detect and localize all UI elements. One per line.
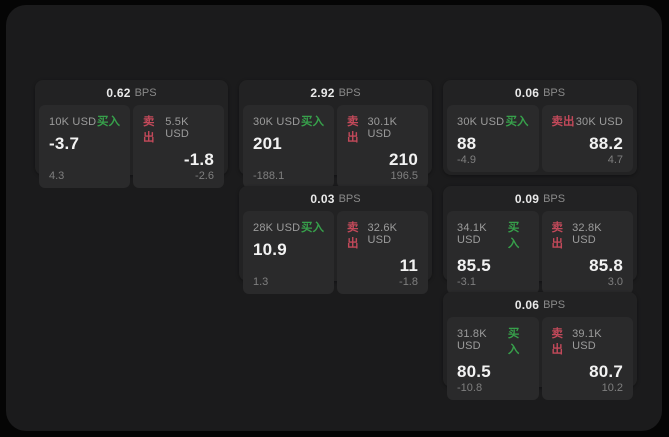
sell-change: 196.5 xyxy=(390,170,418,182)
buy-price: 88 xyxy=(457,134,477,153)
buy-amount: 34.1K USD xyxy=(457,222,487,246)
quote-card: 0.03 BPS 28K USD 买入 10.9 1.3 卖出 32.6K US… xyxy=(239,186,432,294)
sell-change: 4.7 xyxy=(607,154,623,166)
bps-header: 2.92 BPS xyxy=(239,80,432,105)
sell-price: 88.2 xyxy=(589,134,623,153)
buy-change: 1.3 xyxy=(253,276,269,288)
bps-unit-label: BPS xyxy=(134,86,157,99)
buy-label: 买入 xyxy=(507,328,520,356)
bps-value: 0.06 xyxy=(514,85,540,100)
bps-value: 0.03 xyxy=(310,191,335,206)
sell-price: 210 xyxy=(389,150,418,169)
quote-card: 2.92 BPS 30K USD 买入 201 -188.1 卖出 30.1K … xyxy=(239,80,432,188)
sell-panel[interactable]: 卖出 5.5K USD -1.8 -2.6 xyxy=(133,105,224,188)
sell-panel[interactable]: 卖出 32.8K USD 85.8 3.0 xyxy=(541,211,633,294)
sell-price: 80.7 xyxy=(589,362,623,381)
buy-price: 10.9 xyxy=(253,240,287,259)
bps-value: 0.62 xyxy=(106,85,131,100)
bps-value: 2.92 xyxy=(310,85,335,100)
buy-panel[interactable]: 34.1K USD 买入 85.5 -3.1 xyxy=(447,211,539,294)
sell-panel[interactable]: 卖出 30.1K USD 210 196.5 xyxy=(337,105,428,188)
sell-amount: 39.1K USD xyxy=(572,328,602,352)
buy-panel[interactable]: 28K USD 买入 10.9 1.3 xyxy=(243,211,334,294)
buy-price: 201 xyxy=(253,134,282,153)
sell-price: -1.8 xyxy=(183,150,214,169)
buy-amount: 31.8K USD xyxy=(457,328,487,352)
bps-header: 0.09 BPS xyxy=(443,186,637,211)
buy-panel[interactable]: 10K USD 买入 -3.7 4.3 xyxy=(39,105,130,188)
buy-change: -3.1 xyxy=(457,276,476,288)
quote-card: 0.62 BPS 10K USD 买入 -3.7 4.3 卖出 5.5K USD xyxy=(35,80,228,188)
buy-amount: 30K USD xyxy=(457,116,505,128)
bps-header: 0.62 BPS xyxy=(35,80,228,105)
quote-card: 0.06 BPS 31.8K USD 买入 80.5 -10.8 卖出 39.1… xyxy=(443,292,637,400)
quote-card: 0.06 BPS 30K USD 买入 88 -4.9 卖出 30K USD xyxy=(443,80,637,175)
sell-amount: 30.1K USD xyxy=(367,116,398,140)
buy-label: 买入 xyxy=(505,116,529,128)
buy-price: -3.7 xyxy=(49,134,80,153)
bps-unit-label: BPS xyxy=(338,86,361,99)
sell-amount: 30K USD xyxy=(575,116,623,128)
bps-unit-label: BPS xyxy=(543,298,566,311)
sell-change: 3.0 xyxy=(607,276,623,288)
buy-amount: 30K USD xyxy=(253,116,301,128)
bps-header: 0.06 BPS xyxy=(443,80,637,105)
buy-amount: 10K USD xyxy=(49,116,97,128)
quote-card-grid: 0.62 BPS 10K USD 买入 -3.7 4.3 卖出 5.5K USD xyxy=(35,80,637,400)
sell-panel[interactable]: 卖出 30K USD 88.2 4.7 xyxy=(541,105,633,172)
quote-card: 0.09 BPS 34.1K USD 买入 85.5 -3.1 卖出 32.8K… xyxy=(443,186,637,294)
sell-label: 卖出 xyxy=(143,116,155,144)
app-window: 0.62 BPS 10K USD 买入 -3.7 4.3 卖出 5.5K USD xyxy=(6,5,662,431)
sell-amount: 32.6K USD xyxy=(367,222,398,246)
bps-value: 0.06 xyxy=(514,297,540,312)
buy-label: 买入 xyxy=(507,222,520,250)
buy-price: 85.5 xyxy=(457,256,491,275)
bps-unit-label: BPS xyxy=(543,86,566,99)
buy-amount: 28K USD xyxy=(253,222,301,234)
buy-panel[interactable]: 31.8K USD 买入 80.5 -10.8 xyxy=(447,317,539,400)
sell-change: -2.6 xyxy=(195,170,214,182)
sell-label: 卖出 xyxy=(347,222,359,250)
sell-panel[interactable]: 卖出 39.1K USD 80.7 10.2 xyxy=(541,317,633,400)
sell-label: 卖出 xyxy=(551,222,564,250)
sell-price: 85.8 xyxy=(589,256,623,275)
buy-label: 买入 xyxy=(301,222,324,234)
sell-label: 卖出 xyxy=(347,116,359,144)
buy-change: -4.9 xyxy=(457,154,476,166)
bps-unit-label: BPS xyxy=(338,192,361,205)
sell-change: -1.8 xyxy=(399,276,418,288)
buy-panel[interactable]: 30K USD 买入 201 -188.1 xyxy=(243,105,334,188)
buy-panel[interactable]: 30K USD 买入 88 -4.9 xyxy=(447,105,539,172)
sell-label: 卖出 xyxy=(551,328,564,356)
buy-change: -188.1 xyxy=(253,170,285,182)
sell-change: 10.2 xyxy=(601,382,623,394)
sell-amount: 5.5K USD xyxy=(165,116,190,140)
bps-value: 0.09 xyxy=(514,191,540,206)
buy-change: -10.8 xyxy=(457,382,483,394)
sell-price: 11 xyxy=(399,256,418,275)
buy-label: 买入 xyxy=(301,116,324,128)
buy-change: 4.3 xyxy=(49,170,65,182)
sell-amount: 32.8K USD xyxy=(572,222,602,246)
buy-price: 80.5 xyxy=(457,362,491,381)
sell-label: 卖出 xyxy=(551,116,575,128)
bps-unit-label: BPS xyxy=(543,192,566,205)
sell-panel[interactable]: 卖出 32.6K USD 11 -1.8 xyxy=(337,211,428,294)
bps-header: 0.03 BPS xyxy=(239,186,432,211)
buy-label: 买入 xyxy=(97,116,120,128)
bps-header: 0.06 BPS xyxy=(443,292,637,317)
